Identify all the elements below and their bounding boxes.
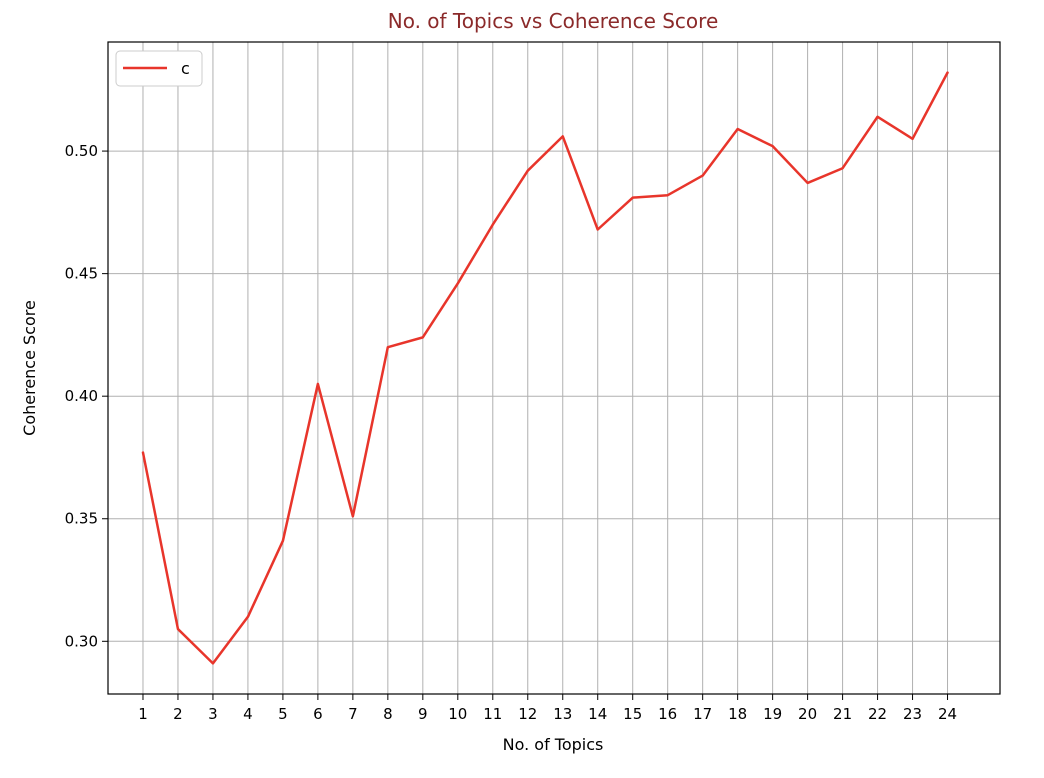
x-tick-label: 22 [868,705,887,723]
legend-label: c [181,59,190,78]
grid-lines [108,42,1000,694]
x-tick-label: 24 [938,705,957,723]
x-tick-label: 11 [483,705,502,723]
series-line-c [143,73,948,664]
x-tick-label: 7 [348,705,358,723]
y-tick-label: 0.35 [65,510,98,528]
x-tick-label: 10 [448,705,467,723]
x-tick-label: 13 [553,705,572,723]
y-tick-label: 0.40 [65,387,98,405]
x-tick-label: 3 [208,705,218,723]
series-layer [143,73,948,664]
y-tick-label: 0.50 [65,142,98,160]
x-tick-label: 14 [588,705,607,723]
x-tick-label: 9 [418,705,428,723]
x-tick-label: 21 [833,705,852,723]
x-tick-label: 12 [518,705,537,723]
legend: c [116,51,202,86]
x-tick-label: 16 [658,705,677,723]
x-tick-label: 17 [693,705,712,723]
x-tick-label: 5 [278,705,288,723]
y-tick-label: 0.30 [65,632,98,650]
x-tick-label: 1 [138,705,148,723]
x-tick-label: 6 [313,705,323,723]
x-tick-label: 18 [728,705,747,723]
y-axis-label: Coherence Score [20,300,39,436]
plot-frame [108,42,1000,694]
x-tick-label: 8 [383,705,393,723]
x-tick-label: 2 [173,705,183,723]
chart-title: No. of Topics vs Coherence Score [388,9,719,33]
x-axis-label: No. of Topics [503,735,604,754]
x-tick-label: 19 [763,705,782,723]
y-tick-label: 0.45 [65,265,98,283]
y-axis-ticks: 0.30 0.35 0.40 0.45 0.50 [65,142,108,650]
x-tick-label: 4 [243,705,253,723]
x-tick-label: 23 [903,705,922,723]
x-tick-label: 20 [798,705,817,723]
x-tick-label: 15 [623,705,642,723]
